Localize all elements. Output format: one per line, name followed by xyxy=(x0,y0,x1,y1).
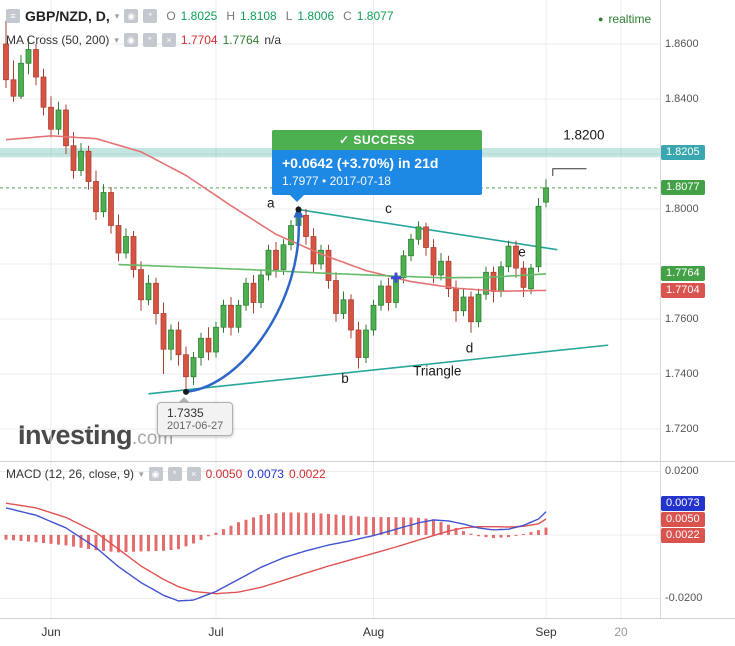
chevron-down-icon[interactable]: ▾ xyxy=(114,10,120,21)
ma-layer xyxy=(5,135,547,293)
high-label: H xyxy=(226,9,236,23)
macd-lines-layer xyxy=(5,502,547,602)
macd-histogram-layer xyxy=(4,512,548,553)
bullet-icon: • xyxy=(322,174,327,188)
callout-pointer xyxy=(178,397,190,403)
callout-date: 2017-06-27 xyxy=(167,420,224,432)
chevron-down-icon[interactable]: ▾ xyxy=(114,34,119,45)
success-gain-text: +0.0642 (+3.70%) in 21d xyxy=(282,155,439,171)
macd-legend: MACD (12, 26, close, 9) ▾ ◉ * × 0.0050 0… xyxy=(6,467,326,481)
success-tooltip[interactable]: ✓ SUCCESS +0.0642 (+3.70%) in 21d 1.7977… xyxy=(272,130,482,202)
low-price-callout[interactable]: 1.7335 2017-06-27 xyxy=(157,397,234,436)
high-value: 1.8108 xyxy=(240,9,277,23)
time-axis-label[interactable]: 20 xyxy=(614,625,628,639)
realtime-dot-icon: ● xyxy=(598,14,604,24)
svg-text:b: b xyxy=(341,371,349,386)
watermark-main: Investing xyxy=(18,420,133,450)
open-label: O xyxy=(166,9,176,23)
macd-line-value: 0.0073 xyxy=(247,467,284,481)
svg-text:c: c xyxy=(385,201,392,216)
svg-text:Triangle: Triangle xyxy=(413,363,461,378)
time-axis-label[interactable]: Jul xyxy=(208,625,224,639)
realtime-badge: ● realtime xyxy=(598,12,651,26)
time-axis[interactable]: Jun Jul Aug Sep 20 xyxy=(0,618,735,646)
svg-text:a: a xyxy=(267,196,275,211)
settings-icon[interactable]: * xyxy=(167,467,182,481)
eye-icon[interactable]: ◉ xyxy=(148,467,163,481)
close-value: 1.8077 xyxy=(356,9,394,23)
low-value: 1.8006 xyxy=(297,9,335,23)
success-tooltip-body: +0.0642 (+3.70%) in 21d 1.7977 • 2017-07… xyxy=(272,150,482,202)
time-axis-label[interactable]: Jun xyxy=(41,625,61,639)
svg-text:1.8200: 1.8200 xyxy=(563,128,604,143)
open-value: 1.8025 xyxy=(180,9,218,23)
ma-cross-title: MA Cross (50, 200) xyxy=(6,33,110,47)
svg-text:e: e xyxy=(518,244,526,259)
macd-title: MACD (12, 26, close, 9) xyxy=(6,467,135,481)
ma200-value: 1.7764 xyxy=(222,33,260,47)
close-icon[interactable]: × xyxy=(161,33,176,47)
macd-signal-value: 0.0050 xyxy=(205,467,243,481)
callout-price: 1.7335 xyxy=(167,406,204,420)
macd-hist-value: 0.0022 xyxy=(288,467,326,481)
time-axis-label[interactable]: Aug xyxy=(362,625,385,639)
pane-separator[interactable] xyxy=(0,461,735,462)
tooltip-pointer xyxy=(290,195,304,202)
settings-icon[interactable]: * xyxy=(143,9,158,23)
price-axis[interactable] xyxy=(660,0,735,618)
low-label: L xyxy=(285,9,293,23)
markers-layer xyxy=(183,205,401,395)
close-label: C xyxy=(343,9,352,23)
candles-layer xyxy=(3,20,549,392)
investing-watermark: Investing.com xyxy=(18,420,173,451)
realtime-label: realtime xyxy=(608,12,652,26)
symbol-legend: ≡ GBP/NZD, D, ▾ ◉ * O 1.8025 H 1.8108 L … xyxy=(6,8,394,24)
success-price: 1.7977 xyxy=(282,174,319,188)
success-tooltip-title: ✓ SUCCESS xyxy=(272,130,482,150)
wave-annotations[interactable]: a b c d e Triangle 1.8200 xyxy=(267,128,605,386)
chevron-down-icon[interactable]: ▾ xyxy=(139,468,144,479)
settings-icon[interactable]: * xyxy=(142,33,157,47)
time-axis-label[interactable]: Sep xyxy=(535,625,557,639)
svg-text:d: d xyxy=(466,341,474,356)
eye-icon[interactable]: ◉ xyxy=(123,33,138,47)
menu-icon[interactable]: ≡ xyxy=(6,9,20,23)
ma-cross-value: n/a xyxy=(264,33,281,47)
close-icon[interactable]: × xyxy=(186,467,201,481)
ma50-value: 1.7704 xyxy=(180,33,218,47)
ma-cross-legend: MA Cross (50, 200) ▾ ◉ * × 1.7704 1.7764… xyxy=(6,33,281,47)
success-date: 2017-07-18 xyxy=(329,174,391,188)
eye-icon[interactable]: ◉ xyxy=(124,9,139,23)
symbol-title: GBP/NZD, D, xyxy=(25,8,110,24)
success-detail-text: 1.7977 • 2017-07-18 xyxy=(282,174,472,188)
